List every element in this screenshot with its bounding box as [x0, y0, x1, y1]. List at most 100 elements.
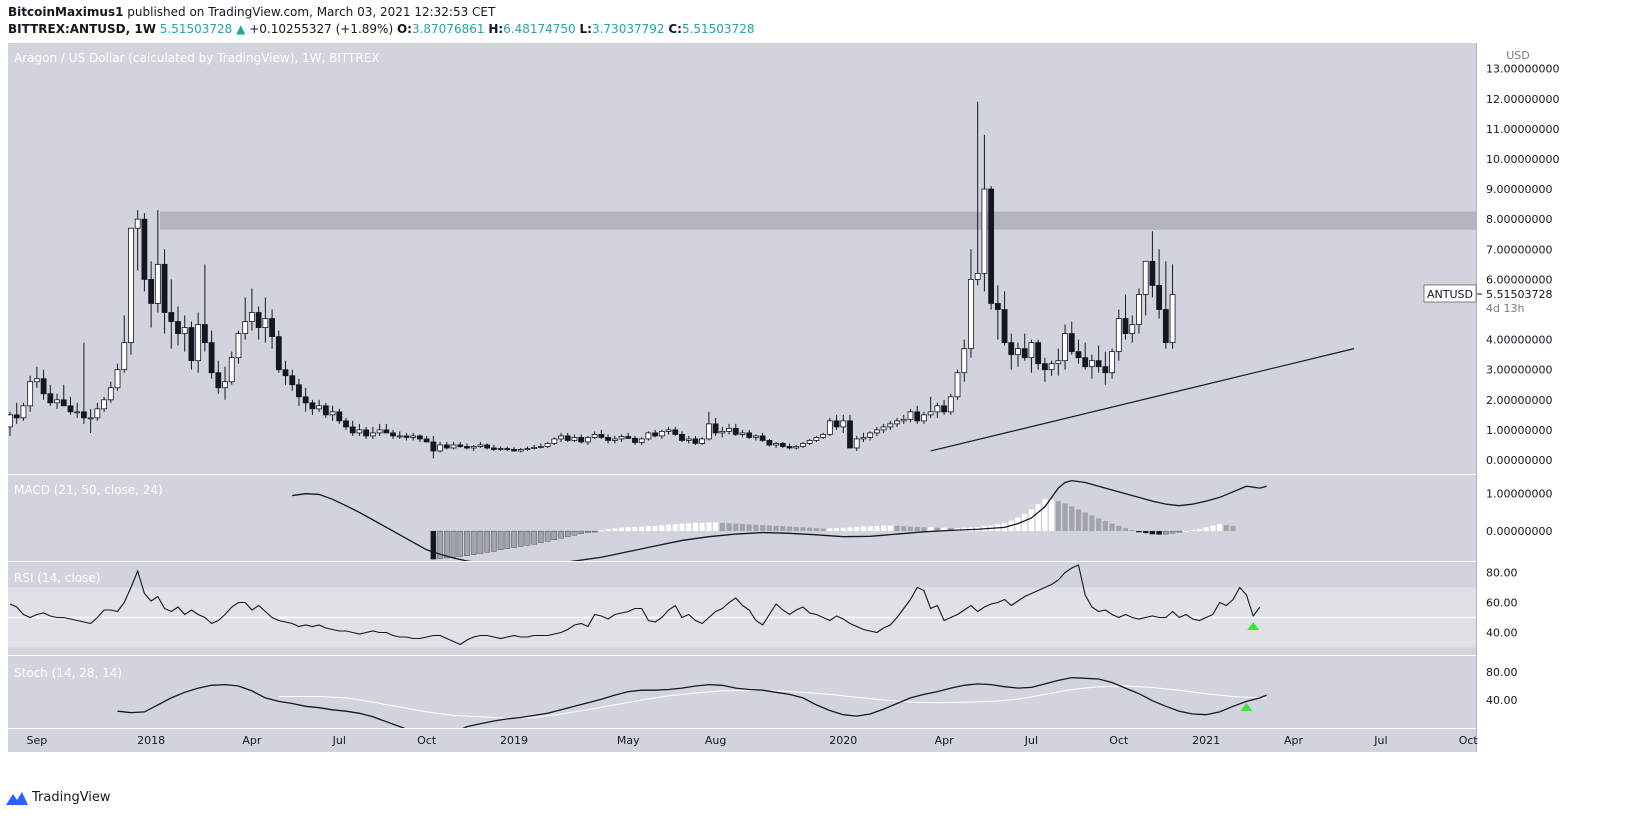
candle-up — [820, 434, 827, 438]
candle-up — [410, 435, 417, 438]
time-tick-label: Aug — [705, 734, 726, 747]
candle-up — [618, 436, 625, 440]
high-value: 6.48174750 — [503, 22, 576, 36]
time-tick-label: 2019 — [500, 734, 528, 747]
footer-brand: TradingView — [32, 790, 111, 805]
candle-up — [934, 405, 941, 413]
author-name[interactable]: BitcoinMaximus1 — [8, 5, 124, 19]
candle-down — [786, 446, 793, 449]
macd-histogram-bar — [1015, 517, 1021, 532]
macd-histogram-bar — [450, 530, 457, 558]
candle-down — [1149, 260, 1156, 286]
macd-histogram-bar — [551, 530, 558, 540]
macd-histogram-bar — [881, 525, 887, 532]
candle-up — [8, 414, 13, 428]
macd-histogram-bar — [921, 527, 927, 532]
macd-histogram-bar — [538, 530, 544, 543]
macd-histogram-bar — [1089, 515, 1095, 532]
publish-line: BitcoinMaximus1 published on TradingView… — [8, 5, 495, 19]
candle-down — [443, 444, 450, 449]
macd-histogram-bar — [477, 530, 484, 554]
candle-up — [1028, 342, 1035, 359]
low-label: L: — [579, 22, 592, 36]
macd-histogram-bar — [907, 526, 914, 532]
time-tick-label: Sep — [27, 734, 48, 747]
candle-up — [800, 443, 806, 447]
macd-histogram-bar — [1069, 506, 1075, 532]
open-label: O: — [396, 22, 412, 36]
candle-up — [806, 440, 813, 444]
macd-histogram-bar — [699, 522, 705, 532]
price-tick-label: 13.00000000 — [1486, 63, 1559, 76]
price-tick-label: 3.00000000 — [1486, 364, 1552, 377]
candle-up — [1169, 294, 1176, 344]
macd-histogram-bar — [813, 528, 819, 532]
last-price-value: 5.51503728 — [1486, 288, 1552, 301]
candle-up — [591, 434, 598, 438]
macd-histogram-bar — [793, 526, 799, 532]
time-tick-label: 2020 — [829, 734, 857, 747]
candle-down — [168, 312, 175, 322]
tradingview-footer[interactable]: TradingView — [6, 790, 111, 805]
candle-down — [605, 437, 611, 441]
macd-histogram-bar — [598, 530, 604, 532]
macd-tick-label: 0.00000000 — [1486, 525, 1552, 538]
macd-histogram-bar — [1176, 530, 1183, 533]
macd-histogram-bar — [1055, 501, 1061, 532]
macd-histogram-bar — [558, 530, 564, 539]
candle-down — [1122, 318, 1129, 334]
candle-up — [1015, 348, 1021, 356]
candle-up — [544, 443, 551, 447]
candle-down — [511, 449, 517, 452]
macd-histogram-bar — [746, 524, 752, 532]
candle-up — [658, 431, 665, 437]
macd-histogram-bar — [679, 523, 685, 532]
candle-down — [833, 420, 840, 428]
macd-histogram-bar — [706, 522, 712, 532]
price-tick-label: 0.00000000 — [1486, 454, 1552, 467]
candle-down — [1035, 342, 1042, 365]
macd-histogram-bar — [565, 530, 571, 537]
time-tick-label: Apr — [935, 734, 955, 747]
candle-down — [296, 384, 302, 398]
candle-down — [430, 441, 437, 452]
macd-histogram-bar — [1082, 512, 1088, 532]
macd-histogram-bar — [591, 530, 598, 533]
rsi-title: RSI (14, close) — [14, 571, 100, 585]
time-tick-label: Jul — [1024, 734, 1038, 747]
candle-down — [1102, 366, 1109, 374]
candle-up — [880, 426, 887, 431]
candle-up — [1142, 260, 1149, 295]
close-label: C: — [668, 22, 682, 36]
candle-up — [524, 448, 531, 450]
rsi-plot — [8, 564, 1476, 648]
macd-histogram-bar — [1116, 525, 1122, 532]
candle-down — [1001, 309, 1008, 344]
last-price-box — [1477, 284, 1552, 316]
time-tick-label: May — [617, 734, 640, 747]
candle-down — [1068, 333, 1075, 353]
candle-up — [900, 418, 907, 422]
price-tick-label: 12.00000000 — [1486, 93, 1559, 106]
price-pane-bg — [8, 43, 1476, 474]
stoch-signal-arrow — [1240, 703, 1253, 711]
candle-down — [746, 432, 753, 438]
macd-histogram-bar — [1210, 525, 1216, 532]
candle-up — [867, 432, 874, 438]
macd-histogram-bar — [1035, 504, 1041, 532]
candle-up — [611, 438, 618, 441]
macd-histogram-bar — [1203, 527, 1209, 532]
candle-down — [363, 429, 370, 437]
last-price-symbol-box — [1423, 284, 1477, 303]
candle-up — [437, 444, 443, 452]
macd-histogram-bar — [652, 525, 658, 532]
macd-histogram-bar — [639, 526, 645, 532]
time-tick-label: Jul — [332, 734, 346, 747]
macd-histogram-bar — [760, 525, 766, 532]
candle-up — [974, 272, 981, 280]
candle-up — [1109, 351, 1115, 374]
candle-down — [578, 437, 585, 443]
candle-down — [275, 336, 282, 371]
macd-histogram-bar — [934, 527, 940, 532]
